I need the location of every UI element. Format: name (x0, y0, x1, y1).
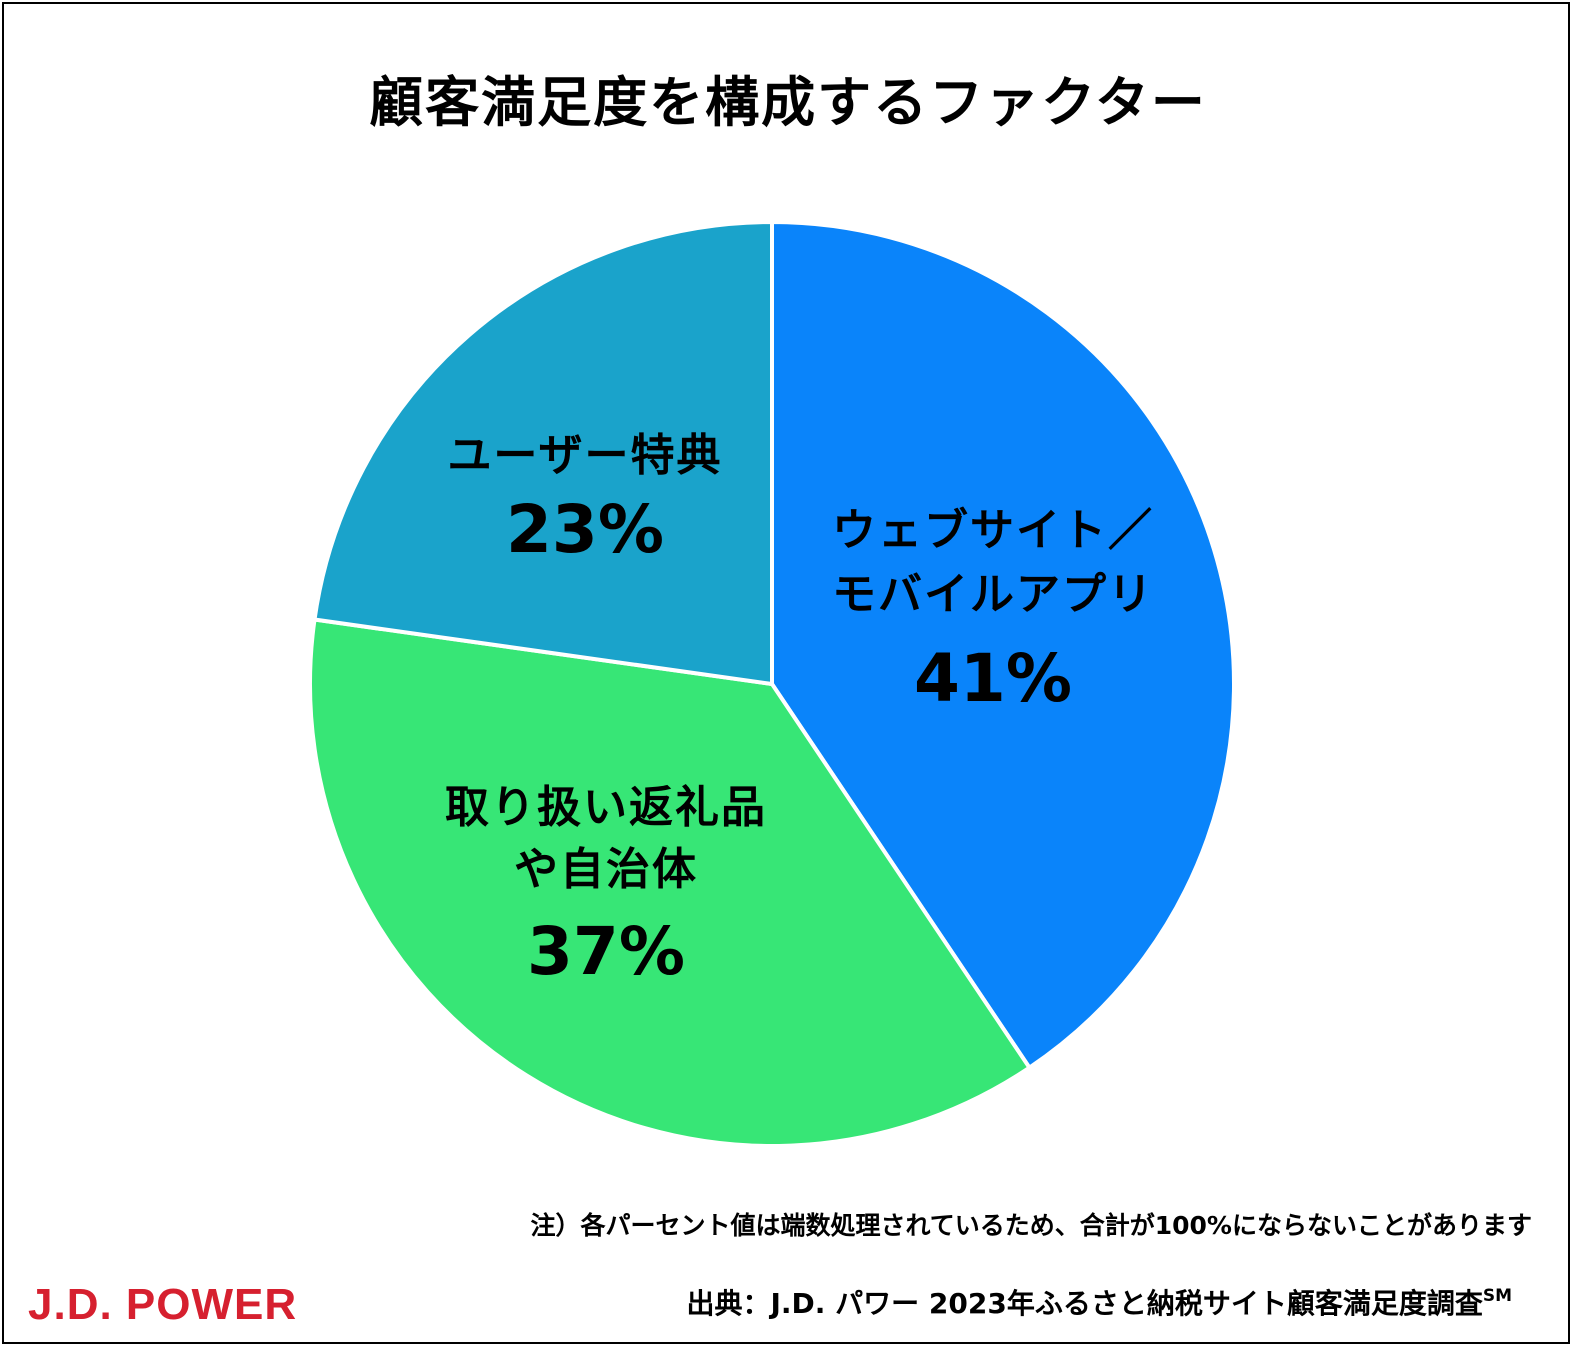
pie-slice-2 (308, 617, 1032, 1148)
slice-value-2: 37% (527, 913, 685, 990)
slice-label-2-line-2: や自治体 (514, 844, 698, 895)
footnote: 注）各パーセント値は端数処理されているため、合計が100%にならないことがありま… (530, 1211, 1533, 1240)
slice-label-1-line-2: モバイルアプリ (832, 569, 1154, 620)
pie-slice-1 (770, 220, 1236, 1070)
chart-title: 顧客満足度を構成するファクター (369, 71, 1207, 134)
source-citation: 出典：J.D. パワー 2023年ふるさと納税サイト顧客満足度調査SM (686, 1282, 1512, 1322)
service-mark: SM (1482, 1286, 1512, 1306)
slice-label-3-line-1: ユーザー特典 (447, 430, 722, 481)
slice-label-2-line-1: 取り扱い返礼品 (445, 782, 767, 833)
slice-value-1: 41% (914, 640, 1072, 717)
slice-label-1-line-1: ウェブサイト／ (832, 505, 1154, 556)
slice-value-3: 23% (506, 491, 664, 568)
source-text: 出典：J.D. パワー 2023年ふるさと納税サイト顧客満足度調査 (686, 1287, 1483, 1320)
jd-power-logo: J.D. POWER (28, 1280, 298, 1329)
pie-slice-3 (312, 220, 774, 686)
